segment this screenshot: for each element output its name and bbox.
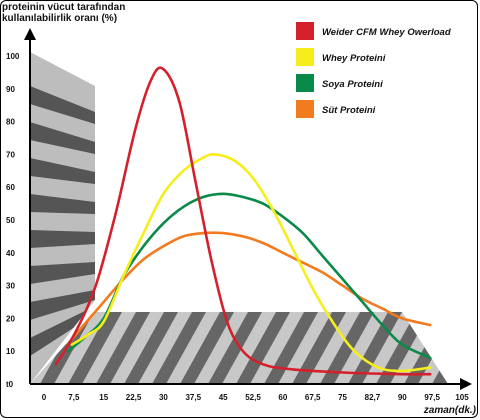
y-tick-label: t0 bbox=[6, 380, 14, 389]
floor-stripe bbox=[152, 312, 206, 384]
x-tick-label: 37,5 bbox=[185, 393, 201, 402]
y-tick-label: 10 bbox=[6, 347, 15, 356]
x-tick-label: 60 bbox=[278, 393, 287, 402]
y-tick-label: 40 bbox=[6, 249, 15, 258]
floor-stripe bbox=[68, 312, 122, 384]
legend-swatch bbox=[296, 48, 314, 66]
floor-stripe bbox=[96, 312, 150, 384]
x-tick-label: 67,5 bbox=[305, 393, 321, 402]
y-tick-label: 30 bbox=[6, 282, 15, 291]
x-tick-label: 105 bbox=[455, 393, 469, 402]
series-line-0 bbox=[54, 66, 432, 376]
y-tick-label: 80 bbox=[6, 118, 15, 127]
legend-label: Soya Proteini bbox=[322, 79, 383, 90]
series-lines bbox=[54, 66, 432, 376]
floor-stripe bbox=[208, 312, 262, 384]
legend-label: Süt Proteini bbox=[322, 105, 376, 116]
x-tick-label: 22,5 bbox=[126, 393, 142, 402]
floor-stripe bbox=[124, 312, 178, 384]
x-tick-label: 0 bbox=[42, 393, 47, 402]
legend-swatch bbox=[296, 22, 314, 40]
back-wall bbox=[30, 52, 95, 384]
x-tick-label: 75 bbox=[338, 393, 347, 402]
y-tick-label: 20 bbox=[6, 314, 15, 323]
floor-stripe bbox=[236, 312, 290, 384]
x-axis-label: zaman(dk.) bbox=[423, 405, 477, 416]
legend-swatch bbox=[296, 74, 314, 92]
x-tick-label: 82,7 bbox=[365, 393, 381, 402]
y-tick-label: 60 bbox=[6, 183, 15, 192]
x-tick-label: 97,5 bbox=[424, 393, 440, 402]
floor-stripe bbox=[264, 312, 318, 384]
floor-stripe bbox=[320, 312, 374, 384]
y-tick-label: 50 bbox=[6, 216, 15, 225]
floor-stripe bbox=[460, 312, 480, 384]
x-tick-label: 45 bbox=[219, 393, 228, 402]
x-tick-label: 30 bbox=[159, 393, 168, 402]
x-ticks: 0 7,5 15 22,5 30 37,5 45 52,5 60 67,5 75 82,7 90 97,5… bbox=[42, 393, 469, 402]
y-tick-label: 100 bbox=[6, 52, 20, 61]
y-axis-label-line2: kullanılabilirlik oranı (%) bbox=[2, 13, 117, 24]
x-tick-label: 52,5 bbox=[245, 393, 261, 402]
y-axis-label-line1: proteinin vücut tarafından bbox=[2, 2, 125, 13]
legend-swatch bbox=[296, 100, 314, 118]
y-tick-label: 90 bbox=[6, 85, 15, 94]
floor-stripe bbox=[432, 312, 448, 384]
floor-stripe bbox=[180, 312, 234, 384]
floor-stripe bbox=[292, 312, 346, 384]
x-tick-label: 15 bbox=[99, 393, 108, 402]
legend: Weider CFM Whey Owerload Whey Proteini Soy… bbox=[296, 22, 451, 118]
y-tick-label: 70 bbox=[6, 150, 15, 159]
legend-label: Weider CFM Whey Owerload bbox=[322, 27, 451, 38]
x-tick-label: 90 bbox=[398, 393, 407, 402]
legend-label: Whey Proteini bbox=[322, 53, 386, 64]
y-ticks: t0 10 20 30 40 50 60 70 80 90 100 bbox=[6, 52, 20, 389]
series-line-1 bbox=[70, 152, 432, 373]
x-tick-label: 7,5 bbox=[68, 393, 80, 402]
